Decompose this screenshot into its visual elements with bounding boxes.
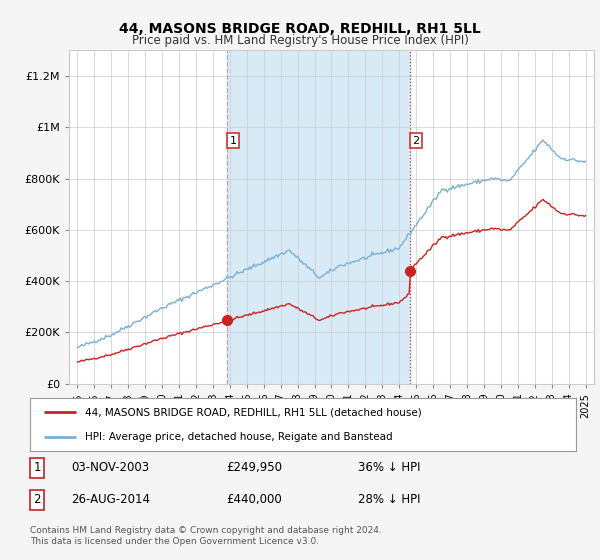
Text: £249,950: £249,950 [227, 461, 283, 474]
Text: 44, MASONS BRIDGE ROAD, REDHILL, RH1 5LL: 44, MASONS BRIDGE ROAD, REDHILL, RH1 5LL [119, 22, 481, 36]
Text: Price paid vs. HM Land Registry's House Price Index (HPI): Price paid vs. HM Land Registry's House … [131, 34, 469, 46]
Text: 28% ↓ HPI: 28% ↓ HPI [358, 493, 420, 506]
Text: 2: 2 [34, 493, 41, 506]
Text: 1: 1 [230, 136, 237, 146]
Text: 1: 1 [34, 461, 41, 474]
Text: Contains HM Land Registry data © Crown copyright and database right 2024.
This d: Contains HM Land Registry data © Crown c… [30, 526, 382, 546]
Text: 44, MASONS BRIDGE ROAD, REDHILL, RH1 5LL (detached house): 44, MASONS BRIDGE ROAD, REDHILL, RH1 5LL… [85, 408, 421, 418]
Text: 03-NOV-2003: 03-NOV-2003 [71, 461, 149, 474]
Text: £440,000: £440,000 [227, 493, 283, 506]
Text: 26-AUG-2014: 26-AUG-2014 [71, 493, 150, 506]
Bar [227, 50, 410, 384]
Text: 2: 2 [412, 136, 419, 146]
Text: 36% ↓ HPI: 36% ↓ HPI [358, 461, 420, 474]
Text: HPI: Average price, detached house, Reigate and Banstead: HPI: Average price, detached house, Reig… [85, 432, 392, 442]
